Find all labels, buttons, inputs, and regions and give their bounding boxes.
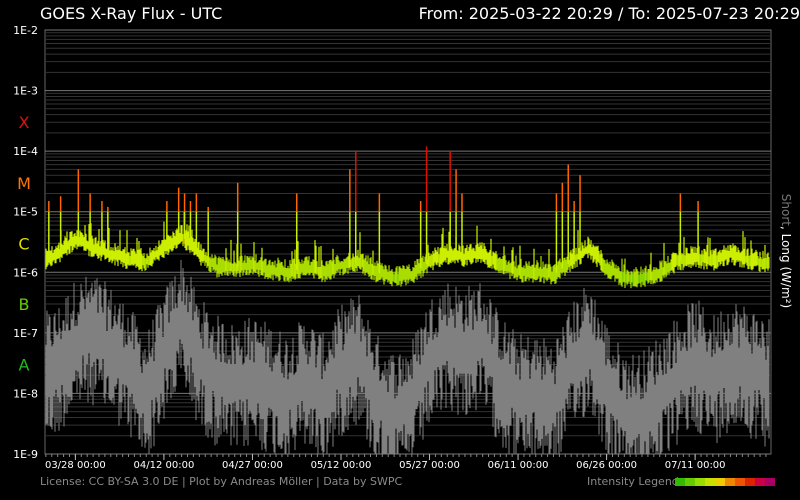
y-tick-label: 1E-2	[13, 24, 38, 37]
legend-swatch	[735, 478, 745, 486]
legend-swatch	[695, 478, 705, 486]
y-tick-label: 1E-3	[13, 85, 38, 98]
legend-swatch	[705, 478, 715, 486]
legend-swatch	[745, 478, 755, 486]
flare-class-label: C	[18, 234, 29, 253]
to-label: To:	[628, 4, 651, 23]
flare-class-label: B	[19, 295, 30, 314]
x-tick-label: 07/11 00:00	[665, 460, 726, 471]
intensity-legend-bar	[675, 478, 775, 486]
from-value: 2025-03-22 20:29	[468, 4, 613, 23]
y-tick-label: 1E-9	[13, 448, 38, 461]
legend-swatch	[755, 478, 765, 486]
intensity-legend-label: Intensity Legend	[587, 475, 679, 488]
x-tick-label: 04/27 00:00	[222, 460, 283, 471]
flare-class-label: A	[19, 356, 30, 375]
time-range: From: 2025-03-22 20:29 / To: 2025-07-23 …	[419, 4, 800, 23]
footer-credits: License: CC BY-SA 3.0 DE | Plot by Andre…	[40, 475, 403, 488]
flare-class-label: X	[19, 113, 30, 132]
legend-swatch	[675, 478, 685, 486]
x-tick-label: 05/12 00:00	[311, 460, 372, 471]
y-axis-label-right: Short, Long (W/m²)	[779, 166, 793, 336]
y-label-long: Long (W/m²)	[779, 233, 793, 309]
y-tick-label: 1E-8	[13, 387, 38, 400]
legend-swatch	[725, 478, 735, 486]
from-label: From:	[418, 4, 464, 23]
x-tick-label: 06/26 00:00	[576, 460, 637, 471]
y-tick-label: 1E-7	[13, 327, 38, 340]
x-tick-label: 03/28 00:00	[45, 460, 106, 471]
chart-title: GOES X-Ray Flux - UTC	[40, 4, 223, 23]
x-tick-label: 05/27 00:00	[399, 460, 460, 471]
legend-swatch	[715, 478, 725, 486]
flare-class-label: M	[17, 174, 31, 193]
legend-swatch	[685, 478, 695, 486]
to-value: 2025-07-23 20:29	[655, 4, 800, 23]
y-label-short: Short	[779, 193, 793, 226]
y-tick-label: 1E-5	[13, 206, 38, 219]
y-tick-label: 1E-4	[13, 145, 38, 158]
legend-swatch	[765, 478, 775, 486]
x-tick-label: 06/11 00:00	[488, 460, 549, 471]
x-tick-label: 04/12 00:00	[133, 460, 194, 471]
range-separator: /	[618, 4, 624, 23]
short-channel-series	[45, 259, 770, 454]
y-tick-label: 1E-6	[13, 266, 38, 279]
y-label-separator: ,	[779, 225, 793, 234]
